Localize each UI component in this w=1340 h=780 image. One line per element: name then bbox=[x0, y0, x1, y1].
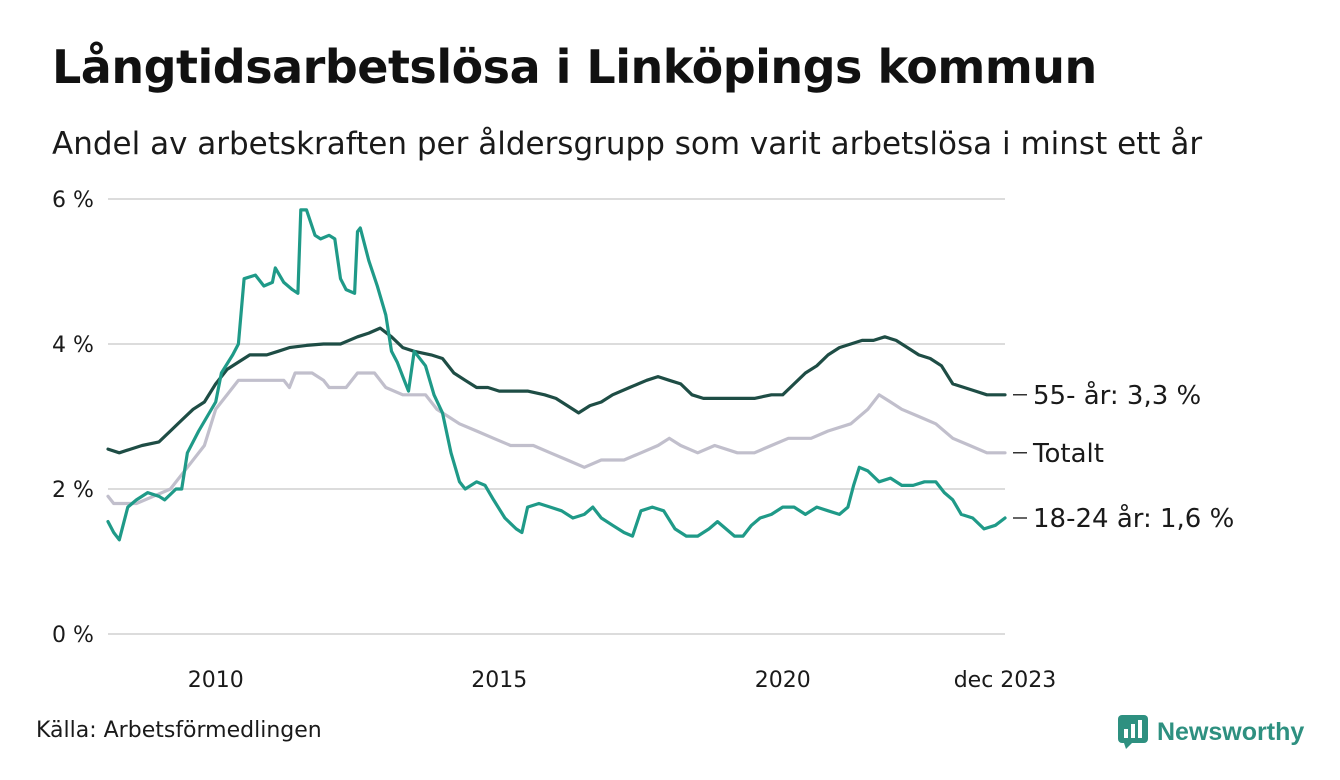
brand-name: Newsworthy bbox=[1157, 717, 1305, 746]
series-line bbox=[106, 371, 1007, 506]
source-note: Källa: Arbetsförmedlingen bbox=[36, 718, 322, 743]
newsworthy-logo-icon bbox=[1118, 715, 1148, 749]
chart-title: Långtidsarbetslösa i Linköpings kommun bbox=[52, 40, 1097, 94]
y-tick-label: 0 % bbox=[52, 623, 94, 648]
brand-logo: Newsworthy bbox=[1118, 714, 1304, 750]
x-tick-label: dec 2023 bbox=[954, 668, 1057, 693]
x-tick-label: 2020 bbox=[755, 668, 811, 693]
series-end-label: 18-24 år: 1,6 % bbox=[1033, 503, 1234, 534]
series-line bbox=[106, 208, 1007, 542]
series-end-label: 55- år: 3,3 % bbox=[1033, 380, 1201, 411]
y-tick-label: 6 % bbox=[52, 188, 94, 213]
x-tick-label: 2015 bbox=[471, 668, 527, 693]
series-line bbox=[106, 326, 1007, 455]
x-tick-label: 2010 bbox=[188, 668, 244, 693]
y-tick-label: 4 % bbox=[52, 333, 94, 358]
chart-subtitle: Andel av arbetskraften per åldersgrupp s… bbox=[52, 126, 1203, 162]
y-tick-label: 2 % bbox=[52, 478, 94, 503]
line-chart: 0 % 2 % 4 % 6 % 2010 2015 2020 dec 2023 55- år: … bbox=[52, 188, 1234, 693]
series-end-label: Totalt bbox=[1032, 439, 1104, 469]
